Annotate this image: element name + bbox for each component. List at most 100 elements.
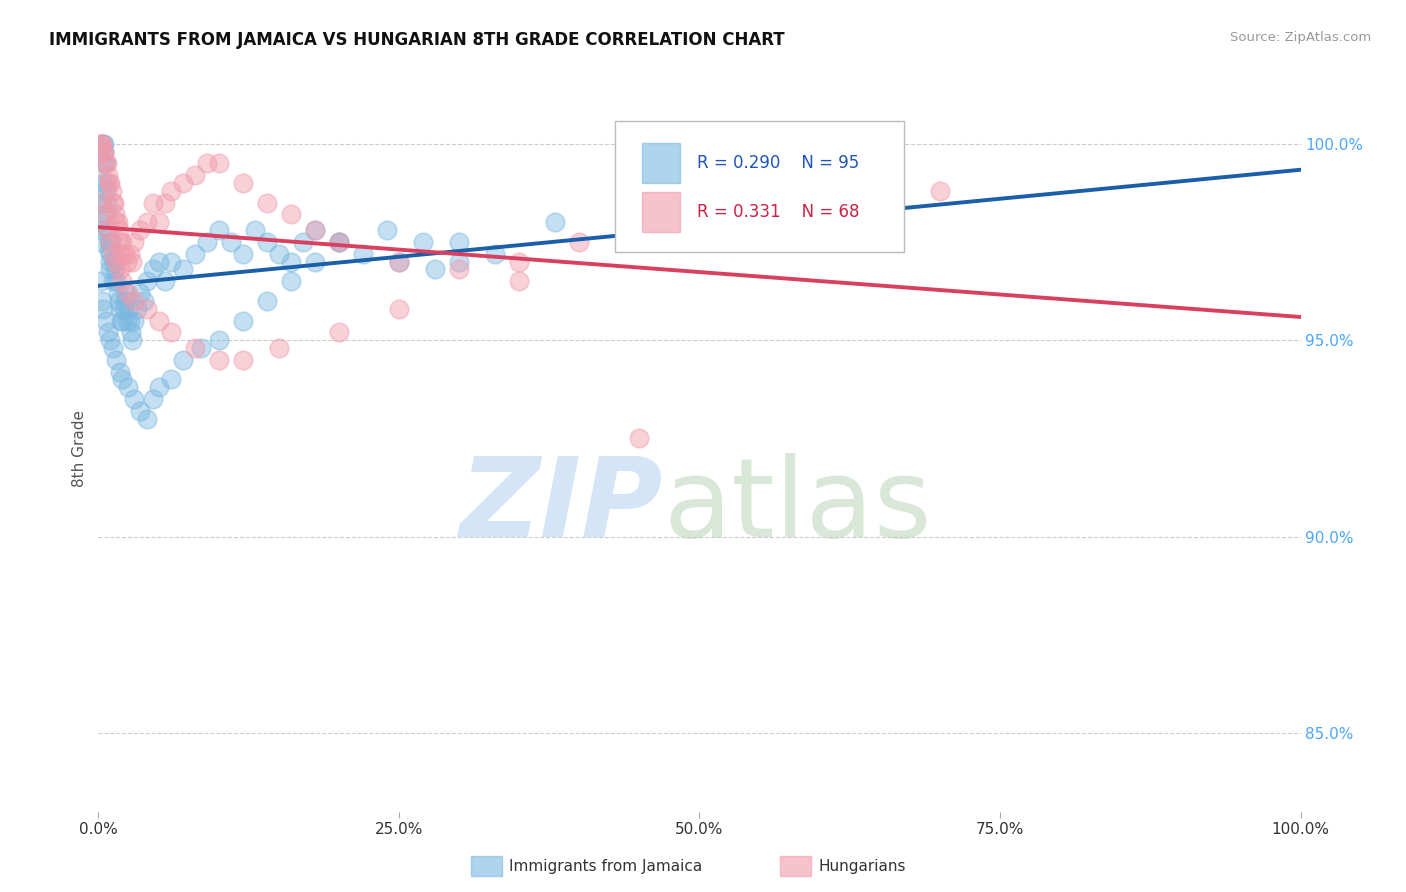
Point: [568, 235, 591, 249]
Point: [91, 293, 114, 308]
Point: [103, 254, 125, 268]
Point: [159, 326, 181, 340]
Point: [183, 246, 205, 260]
Bar: [641, 143, 681, 183]
Point: [135, 301, 157, 316]
Point: [508, 274, 530, 288]
Point: [159, 184, 181, 198]
Point: [100, 235, 122, 249]
Point: [232, 246, 254, 260]
Point: [90, 195, 112, 210]
Point: [148, 215, 170, 229]
Point: [172, 176, 194, 190]
Point: [304, 254, 326, 268]
Point: [328, 235, 350, 249]
Point: [544, 215, 567, 229]
Point: [141, 262, 163, 277]
Point: [108, 301, 131, 316]
Point: [105, 215, 128, 229]
Point: [117, 380, 139, 394]
Point: [219, 235, 242, 249]
Point: [125, 301, 148, 316]
Point: [111, 313, 134, 327]
Point: [172, 262, 194, 277]
Point: [129, 223, 152, 237]
Text: Immigrants from Jamaica: Immigrants from Jamaica: [509, 859, 702, 873]
Point: [94, 156, 117, 170]
Point: [121, 254, 143, 268]
Point: [256, 235, 278, 249]
Point: [118, 313, 141, 327]
Point: [89, 136, 111, 151]
Point: [96, 207, 118, 221]
Text: Source: ZipAtlas.com: Source: ZipAtlas.com: [1230, 31, 1371, 45]
Point: [97, 168, 120, 182]
Point: [232, 176, 254, 190]
Point: [159, 254, 181, 268]
Point: [117, 301, 139, 316]
Point: [232, 352, 254, 367]
Point: [94, 156, 117, 170]
Point: [91, 136, 114, 151]
Point: [267, 341, 290, 355]
Point: [117, 313, 139, 327]
Point: [208, 223, 231, 237]
Point: [100, 333, 122, 347]
Point: [328, 326, 350, 340]
Point: [108, 223, 131, 237]
Point: [97, 223, 120, 237]
Point: [117, 254, 139, 268]
Point: [117, 285, 139, 300]
Point: [100, 246, 122, 260]
Point: [148, 254, 170, 268]
Point: [124, 313, 146, 327]
Point: [105, 352, 128, 367]
Point: [97, 235, 120, 249]
Point: [148, 380, 170, 394]
Point: [91, 176, 114, 190]
Point: [208, 352, 231, 367]
Point: [108, 365, 131, 379]
Point: [107, 215, 129, 229]
Point: [98, 254, 121, 268]
Point: [103, 195, 125, 210]
Point: [183, 341, 205, 355]
Point: [388, 254, 411, 268]
Point: [94, 176, 117, 190]
Point: [97, 223, 120, 237]
Text: Hungarians: Hungarians: [818, 859, 905, 873]
Point: [111, 235, 134, 249]
Point: [101, 246, 124, 260]
Point: [97, 326, 120, 340]
Point: [100, 262, 122, 277]
Point: [447, 262, 470, 277]
Point: [91, 136, 114, 151]
Point: [100, 176, 122, 190]
Point: [124, 235, 146, 249]
Point: [96, 195, 118, 210]
Point: [256, 195, 278, 210]
Point: [91, 301, 114, 316]
Point: [352, 246, 374, 260]
Point: [375, 223, 398, 237]
Point: [110, 246, 132, 260]
Point: [124, 392, 146, 406]
Point: [104, 262, 127, 277]
Point: [280, 207, 302, 221]
Point: [91, 156, 114, 170]
Point: [208, 156, 231, 170]
Point: [928, 184, 950, 198]
Point: [267, 246, 290, 260]
Text: IMMIGRANTS FROM JAMAICA VS HUNGARIAN 8TH GRADE CORRELATION CHART: IMMIGRANTS FROM JAMAICA VS HUNGARIAN 8TH…: [49, 31, 785, 49]
Point: [689, 215, 711, 229]
Point: [89, 215, 111, 229]
Point: [129, 285, 152, 300]
Point: [243, 223, 266, 237]
Point: [328, 235, 350, 249]
Point: [388, 254, 411, 268]
Point: [484, 246, 506, 260]
Text: R = 0.331    N = 68: R = 0.331 N = 68: [697, 203, 859, 221]
Point: [89, 235, 111, 249]
Point: [90, 136, 112, 151]
Point: [124, 293, 146, 308]
